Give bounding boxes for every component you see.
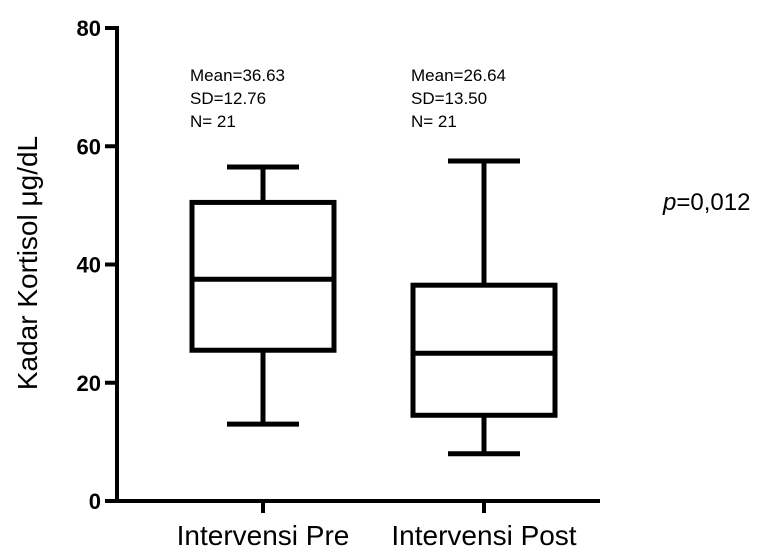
y-tick-label: 80 <box>77 16 101 41</box>
x-category-label: Intervensi Post <box>391 520 576 551</box>
p-symbol: p <box>662 189 676 216</box>
box-pre <box>189 164 337 427</box>
y-tick-label: 60 <box>77 134 101 159</box>
stat-label: SD=13.50 <box>411 89 487 108</box>
y-tick-label: 40 <box>77 253 101 278</box>
y-tick-label: 0 <box>89 489 101 514</box>
x-category-label: Intervensi Pre <box>177 520 350 551</box>
box-post <box>410 158 558 457</box>
stat-label: N= 21 <box>411 112 457 131</box>
y-tick-label: 20 <box>77 371 101 396</box>
iqr-box <box>410 282 558 418</box>
labels: Kadar Kortisol μg/dL Mean=36.63 SD=12.76 N=… <box>12 66 750 390</box>
stat-label: SD=12.76 <box>190 89 266 108</box>
stat-label: N= 21 <box>190 112 236 131</box>
iqr-box <box>189 199 337 353</box>
stat-label: Mean=36.63 <box>190 66 285 85</box>
y-axis-title: Kadar Kortisol μg/dL <box>12 136 43 390</box>
p-value: =0,012 <box>676 189 750 216</box>
axes: 0 20 40 60 80 Intervensi Pre Intervensi Post <box>77 16 600 551</box>
p-value-annotation: p=0,012 <box>662 189 750 216</box>
stat-label: Mean=26.64 <box>411 66 506 85</box>
boxes <box>189 158 558 457</box>
